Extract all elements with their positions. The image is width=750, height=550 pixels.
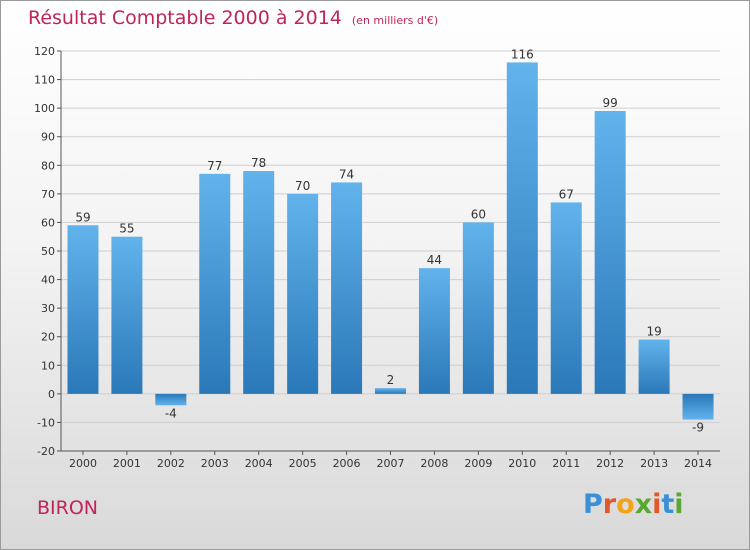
x-tick-label: 2007 [377,457,405,470]
value-label: 99 [603,96,618,110]
value-label: 67 [559,187,574,201]
y-tick-label: 0 [48,388,55,401]
x-tick-label: 2010 [508,457,536,470]
bar-2001 [111,236,143,394]
chart-unit: (en milliers d'€) [351,14,439,27]
x-tick-label: 2006 [333,457,361,470]
x-tick-label: 2001 [113,457,141,470]
value-label: 78 [251,156,266,170]
logo-letter: r [602,489,617,520]
logo-letter: x [634,489,653,520]
y-tick-label: 30 [41,302,55,315]
bar-2006 [331,182,363,394]
bar-2005 [287,193,319,394]
value-label: 59 [75,210,90,224]
value-label: 2 [387,373,395,387]
y-tick-label: 110 [34,74,55,87]
bar-2011 [550,202,582,394]
x-tick-label: 2005 [289,457,317,470]
y-tick-label: -20 [37,445,55,458]
y-tick-label: 120 [34,45,55,58]
value-label: 60 [471,207,486,221]
commune-name: BIRON [37,497,99,519]
value-label: 116 [511,47,534,61]
y-tick-label: -10 [37,416,55,429]
value-label: 77 [207,159,222,173]
x-tick-label: 2002 [157,457,185,470]
y-tick-label: 100 [34,102,55,115]
bar-2003 [199,173,231,394]
bar-2007 [375,388,406,394]
title-block: Résultat Comptable 2000 à 2014 (en millie… [28,7,438,29]
bar-2009 [462,222,494,394]
value-label: -4 [165,406,177,420]
x-tick-label: 2008 [420,457,448,470]
logo-letter: P [583,489,603,520]
axis-layer: -20 -10 0 10 20 30 40 50 60 70 80 90 100 110 120 2000 20… [34,45,720,470]
y-tick-label: 50 [41,245,55,258]
bar-2013 [638,339,670,394]
x-tick-label: 2009 [464,457,492,470]
x-tick-label: 2004 [245,457,273,470]
x-tick-label: 2013 [640,457,668,470]
y-tick-label: 40 [41,274,55,287]
y-tick-label: 80 [41,159,55,172]
logo-letter: i [652,489,662,520]
chart-title: Résultat Comptable 2000 à 2014 [28,7,342,29]
value-label: 74 [339,167,354,181]
value-label: 19 [646,325,661,339]
bar-2004 [243,171,275,394]
y-tick-label: 60 [41,216,55,229]
y-tick-label: 10 [41,359,55,372]
x-tick-label: 2011 [552,457,580,470]
value-label: 44 [427,253,442,267]
bar-2000 [67,225,99,394]
logo-letter: t [661,489,675,520]
bar-2002 [155,393,187,406]
bar-2010 [506,62,538,394]
x-tick-label: 2014 [684,457,712,470]
y-tick-label: 20 [41,331,55,344]
value-label: 55 [119,222,134,236]
logo-letter: i [674,489,684,520]
y-tick-label: 70 [41,188,55,201]
value-label: 70 [295,179,310,193]
x-tick-label: 2012 [596,457,624,470]
label-layer: 59 55 -4 77 78 70 74 2 44 60 116 67 99 19 -9 [75,47,704,434]
x-tick-label: 2000 [69,457,97,470]
bar-2012 [594,111,626,394]
value-label: -9 [692,421,704,435]
bar-layer [67,62,714,420]
proxiti-logo: Proxiti [583,489,684,520]
bar-2014 [682,393,714,420]
x-tick-label: 2003 [201,457,229,470]
bar-2008 [418,268,450,394]
logo-letter: o [616,489,635,520]
y-tick-label: 90 [41,131,55,144]
